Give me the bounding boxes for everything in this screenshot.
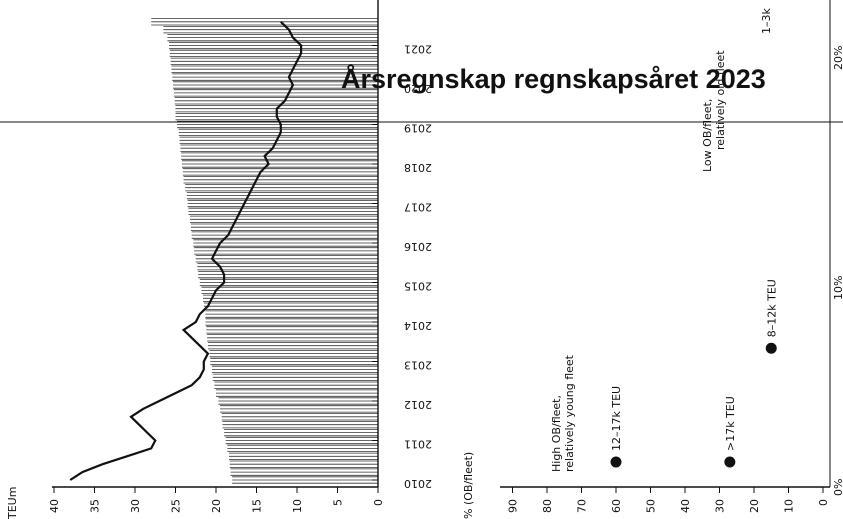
y-tick-label-right: 0% <box>832 479 843 496</box>
y-tick-labels-right: 0% 10% 20% <box>832 46 843 496</box>
x-tick-label-right: 10 <box>783 499 796 513</box>
x-tick-label: 2014 <box>404 319 432 332</box>
x-tick-label: 2021 <box>404 43 432 56</box>
point-label: >17k TEU <box>724 396 737 451</box>
point-label: 12–17k TEU <box>610 386 623 451</box>
x-tick-label: 2019 <box>404 122 432 135</box>
scatter-point <box>724 456 736 468</box>
x-tick-labels-right: 90 80 70 60 50 40 30 20 10 0 <box>507 487 830 513</box>
line-series <box>69 21 303 481</box>
x-tick-label: 2012 <box>404 398 432 411</box>
y-tick-label-right: 20% <box>832 46 843 70</box>
x-tick-label-right: 50 <box>645 499 658 513</box>
x-tick-label-right: 80 <box>541 499 554 513</box>
right-chart: 90 80 70 60 50 40 30 20 10 0 0% 10% 20% 12–17k TEU >… <box>462 0 843 519</box>
page-title: Årsregnskap regnskapsåret 2023 <box>341 64 766 94</box>
x-tick-label: 2020 <box>404 82 432 95</box>
x-tick-label: 2015 <box>404 280 432 293</box>
y-tick-label: 0 <box>372 499 385 506</box>
y-tick-label: 15 <box>251 499 264 513</box>
x-axis-label-right: % (OB/fleet) <box>462 452 475 519</box>
y-tick-label-right: 10% <box>832 276 843 300</box>
scatter-point <box>765 342 777 354</box>
point-label: 8–12k TEU <box>765 279 778 337</box>
left-chart: 40 35 30 25 20 15 10 5 0 20102011201220132014201… <box>6 0 432 519</box>
x-tick-label: 2011 <box>404 438 432 451</box>
bar-series <box>151 18 378 484</box>
annotation-1-3k: 1–3k <box>760 8 773 34</box>
x-tick-labels: 2010 2011 2012 2013 2014 2015 2016 2017 2018 2019… <box>372 43 432 490</box>
x-tick-label: 2010 <box>404 477 432 490</box>
x-tick-label: 2016 <box>404 240 432 253</box>
x-tick-label-right: 30 <box>714 499 727 513</box>
y-tick-label: 20 <box>210 499 223 513</box>
y-tick-label: 10 <box>291 499 304 513</box>
y-tick-label: 30 <box>129 499 142 513</box>
x-tick-label-right: 40 <box>679 499 692 513</box>
x-tick-label: 2017 <box>404 201 432 214</box>
x-tick-label-right: 70 <box>576 499 589 513</box>
y-tick-labels: 40 35 30 25 20 15 10 5 0 <box>48 487 385 513</box>
x-tick-label: 2013 <box>404 359 432 372</box>
y-tick-label: 25 <box>170 499 183 513</box>
x-tick-label-right: 20 <box>748 499 761 513</box>
scatter-point <box>610 456 622 468</box>
y-tick-label: 5 <box>332 499 345 506</box>
annotation-high-1: High OB/fleet, <box>550 395 563 472</box>
x-tick-label: 2018 <box>404 161 432 174</box>
annotation-low-1: Low OB/fleet, <box>701 99 714 172</box>
x-tick-label-right: 0 <box>817 499 830 506</box>
y-unit-label: TEUm <box>6 487 19 519</box>
x-tick-label-right: 60 <box>610 499 623 513</box>
annotation-high-2: relatively young fleet <box>563 354 576 472</box>
annotation-low-2: relatively old fleet <box>714 50 727 150</box>
x-tick-label-right: 90 <box>507 499 520 513</box>
scatter-points: 12–17k TEU >17k TEU 8–12k TEU <box>610 279 778 468</box>
y-tick-label: 35 <box>89 499 102 513</box>
y-tick-label: 40 <box>48 499 61 513</box>
